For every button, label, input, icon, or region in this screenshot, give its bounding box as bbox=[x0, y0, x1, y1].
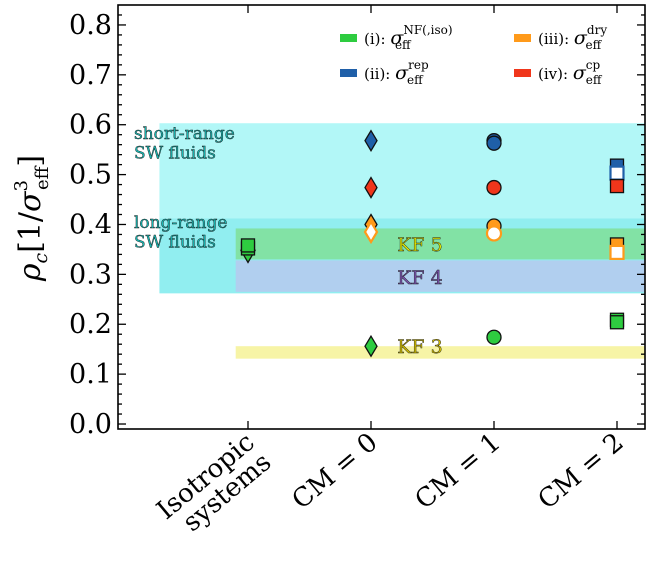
y-tick-label: 0.4 bbox=[69, 209, 112, 240]
legend-sigma: σ bbox=[573, 62, 587, 84]
marker-circle bbox=[486, 135, 502, 151]
y-tick-label: 0.3 bbox=[69, 259, 112, 290]
x-tick-label: CM = 1 bbox=[410, 427, 507, 515]
legend-label: (ii): σrep eff bbox=[364, 58, 429, 87]
legend-prefix: (iii): bbox=[538, 30, 574, 48]
legend-sup: cp bbox=[586, 58, 601, 72]
y-tick-labels: 0.0 0.1 0.2 0.3 0.4 0.5 0.6 0.7 0.8 bbox=[69, 10, 112, 440]
band-label-line: long-range bbox=[134, 213, 227, 233]
legend-label: (i): σNF(,iso) eff bbox=[364, 23, 453, 52]
legend-sub: eff bbox=[395, 38, 412, 52]
y-axis-label: ρc[1/σ3eff] bbox=[11, 155, 53, 282]
legend-prefix: (ii): bbox=[364, 65, 395, 83]
x-tick-label-line: CM = 1 bbox=[410, 427, 507, 515]
x-tick-label: CM = 0 bbox=[287, 427, 384, 515]
band-label-line: SW fluids bbox=[134, 233, 216, 253]
legend-sigma: σ bbox=[395, 62, 409, 84]
y-tick-label: 0.7 bbox=[69, 60, 112, 91]
y-tick-label: 0.0 bbox=[69, 409, 112, 440]
band-label: short-range SW fluids bbox=[134, 124, 235, 164]
axis-ticks bbox=[118, 5, 645, 429]
x-tick-label: CM = 2 bbox=[533, 427, 630, 515]
legend-swatch bbox=[514, 34, 531, 42]
band-label-line: KF 4 bbox=[397, 267, 443, 289]
legend: (i): σNF(,iso) eff(ii): σrep eff(iii): σdr… bbox=[340, 23, 607, 87]
marker-square bbox=[240, 238, 256, 253]
y-tick-label: 0.8 bbox=[69, 10, 112, 41]
x-tick-label: Isotropicsystems bbox=[151, 427, 277, 545]
legend-sub: eff bbox=[407, 73, 424, 87]
band-label-line: KF 5 bbox=[397, 234, 443, 256]
marker-square bbox=[609, 178, 625, 194]
band bbox=[235, 260, 645, 292]
legend-sub: eff bbox=[586, 73, 603, 87]
background-bands bbox=[159, 123, 645, 359]
band-label: KF 4 bbox=[397, 267, 443, 289]
data-points bbox=[239, 129, 625, 358]
band-label-line: SW fluids bbox=[134, 144, 216, 164]
legend-sup: rep bbox=[408, 58, 429, 72]
marker-diamond bbox=[364, 176, 378, 199]
plot-frame bbox=[117, 4, 646, 430]
legend-label: (iv): σcp eff bbox=[538, 58, 603, 87]
legend-swatch bbox=[514, 69, 531, 77]
marker-square bbox=[609, 315, 625, 330]
legend-sup: dry bbox=[587, 23, 607, 37]
band-label: long-range SW fluids bbox=[134, 213, 227, 253]
marker-circle bbox=[486, 329, 502, 345]
legend-prefix: (i): bbox=[364, 30, 390, 48]
x-tick-labels: Isotropicsystems CM = 0 CM = 1 CM = 2 bbox=[151, 427, 630, 545]
y-tick-label: 0.6 bbox=[69, 110, 112, 141]
legend-label: (iii): σdry eff bbox=[538, 23, 607, 52]
x-tick-label-line: CM = 2 bbox=[533, 427, 630, 515]
band bbox=[235, 228, 645, 260]
svg-text:ρc[1/σ3eff]: ρc[1/σ3eff] bbox=[11, 155, 53, 282]
band-label: KF 5 bbox=[397, 234, 443, 256]
y-tick-label: 0.2 bbox=[69, 309, 112, 340]
legend-sigma: σ bbox=[390, 27, 404, 49]
marker-square bbox=[609, 244, 625, 261]
band-label: KF 3 bbox=[397, 336, 443, 358]
band-label-line: short-range bbox=[134, 124, 235, 144]
legend-sub: eff bbox=[586, 38, 603, 52]
legend-sup: NF(,iso) bbox=[403, 23, 452, 37]
marker-diamond bbox=[363, 219, 379, 245]
band bbox=[235, 346, 645, 359]
legend-swatch bbox=[340, 34, 357, 42]
band-label-line: KF 3 bbox=[397, 336, 443, 358]
y-tick-label: 0.1 bbox=[69, 359, 112, 390]
marker-diamond bbox=[364, 334, 378, 358]
y-tick-label: 0.5 bbox=[69, 160, 112, 191]
marker-circle bbox=[485, 225, 503, 242]
legend-sigma: σ bbox=[574, 27, 588, 49]
marker-diamond bbox=[364, 129, 378, 152]
x-tick-label-line: CM = 0 bbox=[287, 427, 384, 515]
legend-swatch bbox=[340, 69, 357, 77]
legend-prefix: (iv): bbox=[538, 65, 573, 83]
marker-circle bbox=[486, 179, 502, 196]
marker-square bbox=[609, 165, 625, 181]
